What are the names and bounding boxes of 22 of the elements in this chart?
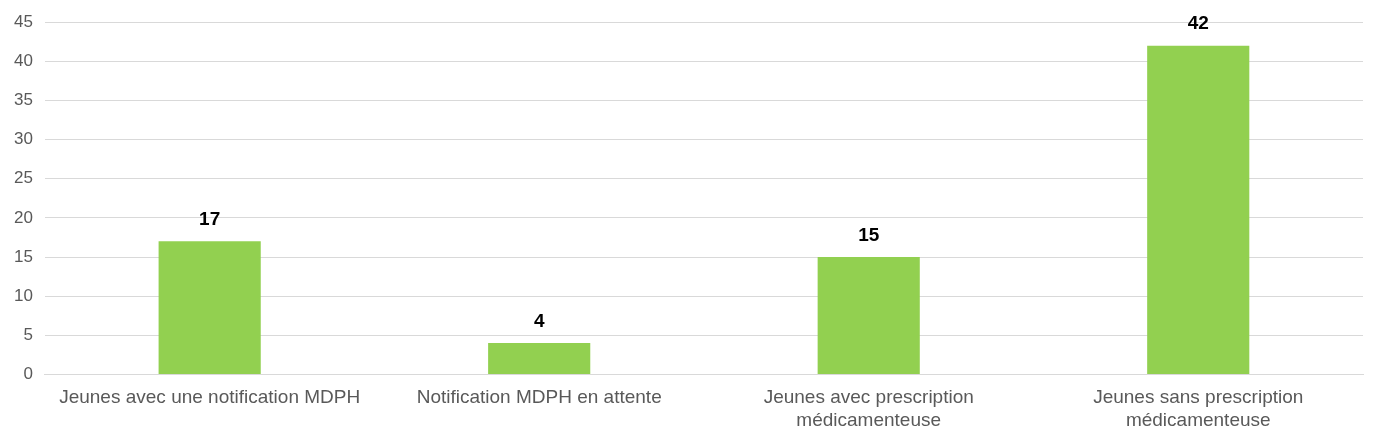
y-tick-label: 20: [13, 207, 33, 227]
x-tick-label: Jeunes avec prescription médicamenteuse: [763, 386, 974, 430]
y-tick-label: 10: [13, 285, 33, 305]
x-tick-label: Notification MDPH en attente: [416, 386, 662, 408]
y-tick-label: 15: [13, 246, 33, 266]
y-tick-label: 45: [13, 11, 33, 31]
x-tick-label: Jeunes sans prescription médicamenteuse: [1093, 386, 1304, 430]
data-label: 15: [858, 223, 880, 245]
bar: [1147, 45, 1250, 374]
y-tick-label: 25: [13, 168, 33, 188]
data-label: 4: [533, 309, 545, 331]
bar: [158, 241, 261, 374]
data-label: 17: [199, 208, 221, 230]
y-tick-label: 0: [23, 364, 33, 384]
bar: [817, 257, 920, 374]
y-tick-label: 30: [13, 129, 33, 149]
y-tick-label: 35: [13, 90, 33, 110]
y-tick-label: 5: [23, 324, 33, 344]
bar: [488, 343, 591, 374]
data-label: 42: [1187, 12, 1209, 34]
x-tick-label: Jeunes avec une notification MDPH: [59, 386, 361, 408]
y-tick-label: 40: [13, 51, 33, 71]
